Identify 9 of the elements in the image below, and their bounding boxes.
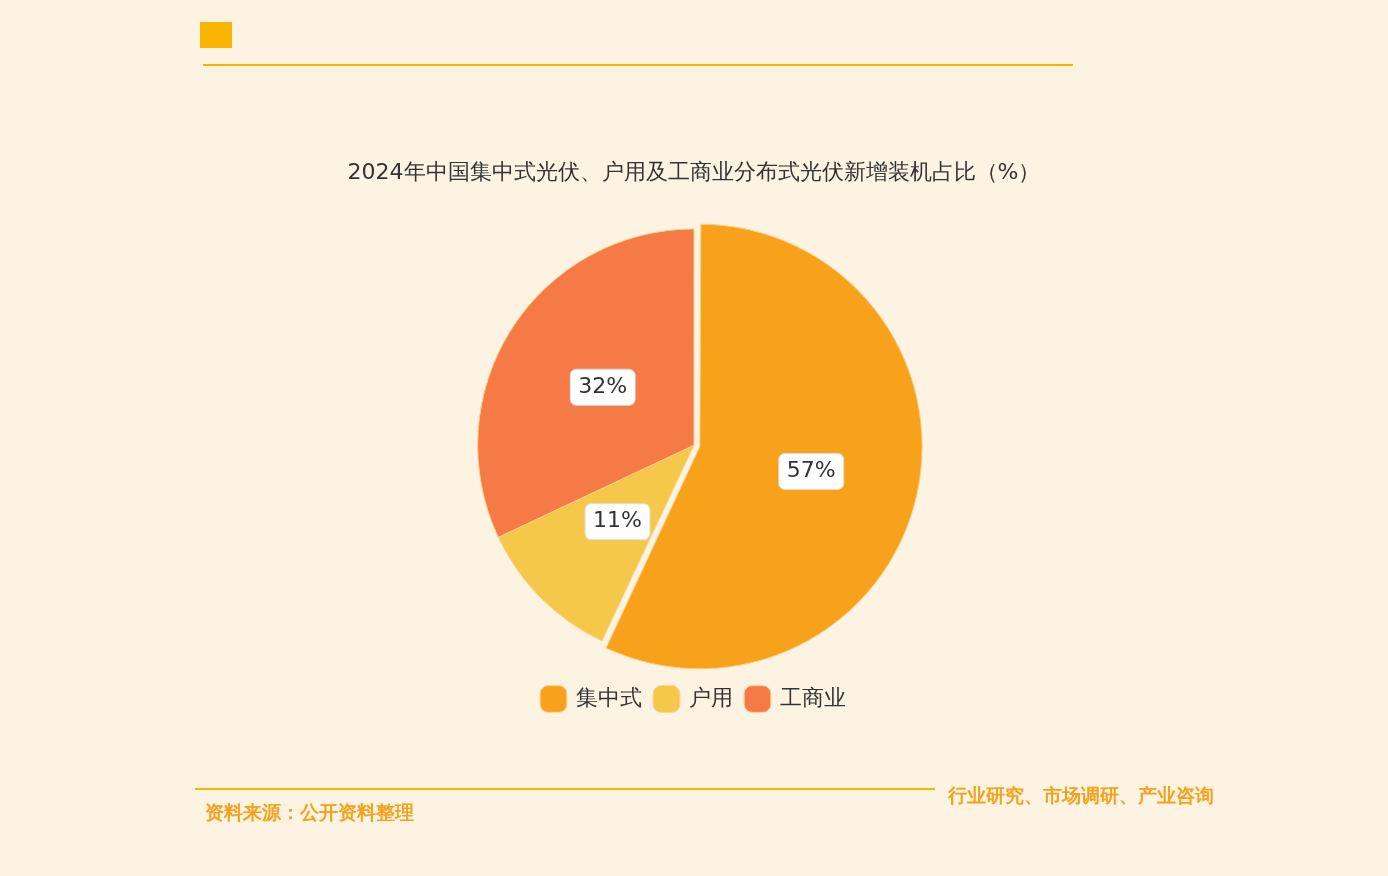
data-label: 11% bbox=[593, 507, 642, 533]
legend-label: 集中式 bbox=[575, 684, 642, 710]
data-label: 57% bbox=[786, 457, 836, 483]
data-label: 32% bbox=[578, 372, 628, 398]
legend-label: 户用 bbox=[688, 684, 733, 710]
legend-label: 工商业 bbox=[779, 684, 846, 710]
text: 行业研究、市场调研、产业咨询 bbox=[948, 783, 1214, 808]
text: 资料来源：公开资料整理 bbox=[205, 800, 414, 825]
chart-title: 2024年中国集中式光伏、户用及工商业分布式光伏新增装机占比（%） bbox=[347, 158, 1041, 184]
